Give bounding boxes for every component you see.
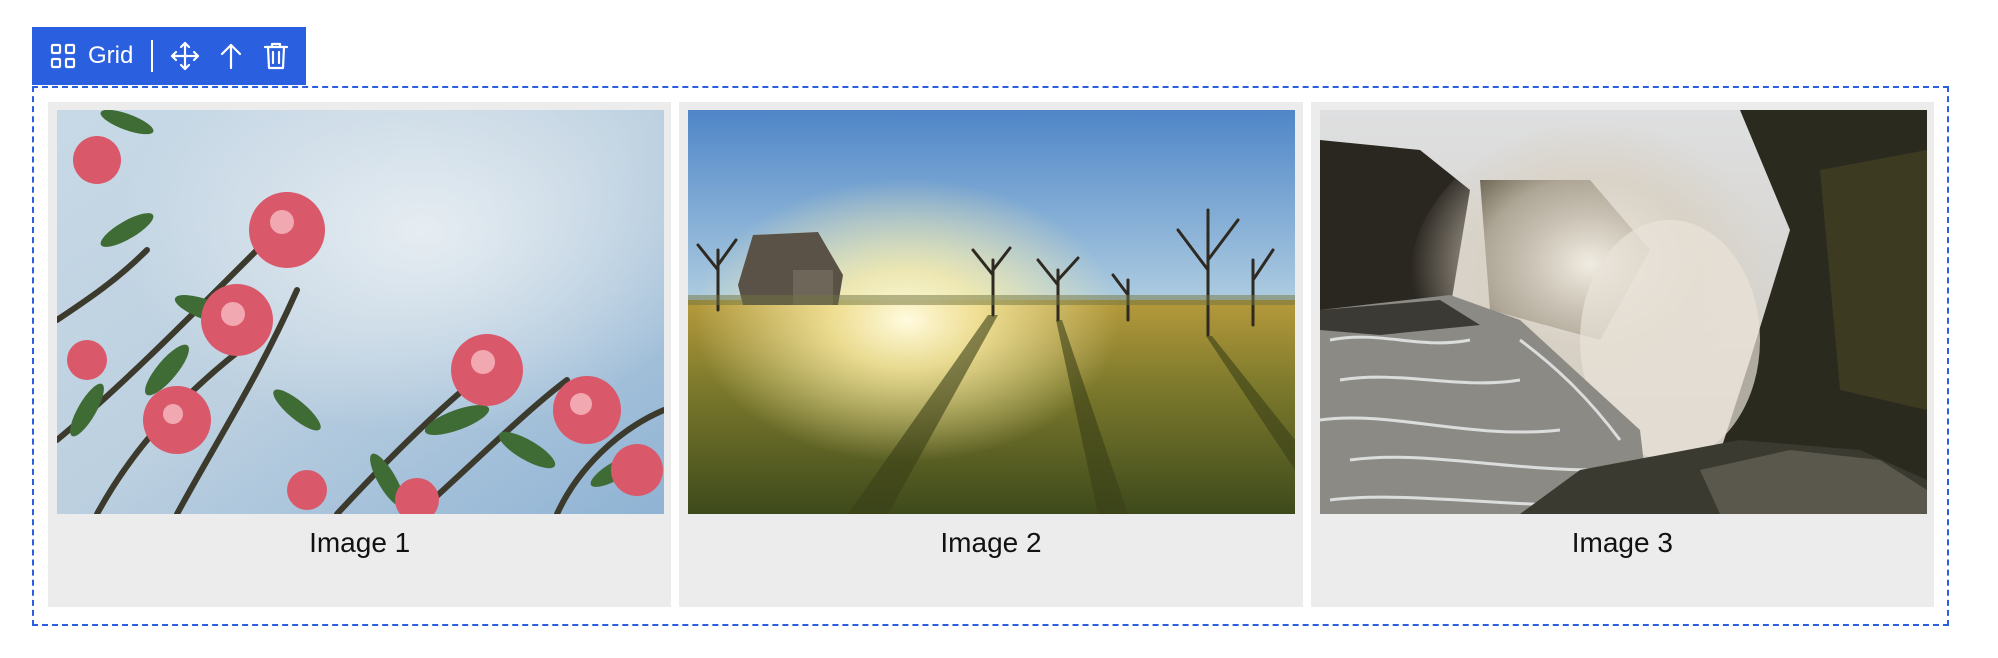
- grid-item-1[interactable]: Image 1: [48, 102, 672, 607]
- image-grid[interactable]: Image 1: [48, 102, 1934, 607]
- grid-item-caption: Image 2: [940, 527, 1042, 558]
- waterfall-photo[interactable]: [1319, 110, 1927, 514]
- block-selection-outline: [32, 86, 1949, 626]
- arrow-up-icon: [218, 42, 244, 70]
- grid-item-caption: Image 3: [1571, 527, 1673, 558]
- select-parent-button[interactable]: [215, 40, 247, 72]
- grid-item-2[interactable]: Image 2: [679, 102, 1303, 607]
- delete-button[interactable]: [260, 40, 292, 72]
- trash-icon: [263, 41, 289, 71]
- block-type-selector[interactable]: Grid: [50, 42, 133, 70]
- field-sunset-photo[interactable]: [688, 110, 1296, 514]
- grid-item-caption: Image 1: [309, 527, 411, 558]
- move-button[interactable]: [169, 40, 201, 72]
- grid-icon: [50, 43, 76, 69]
- toolbar-divider: [151, 40, 154, 72]
- block-toolbar: Grid: [32, 27, 306, 85]
- grid-item-3[interactable]: Image 3: [1310, 102, 1934, 607]
- move-icon: [170, 41, 200, 71]
- block-type-label: Grid: [88, 42, 134, 69]
- flowers-photo[interactable]: [57, 110, 664, 514]
